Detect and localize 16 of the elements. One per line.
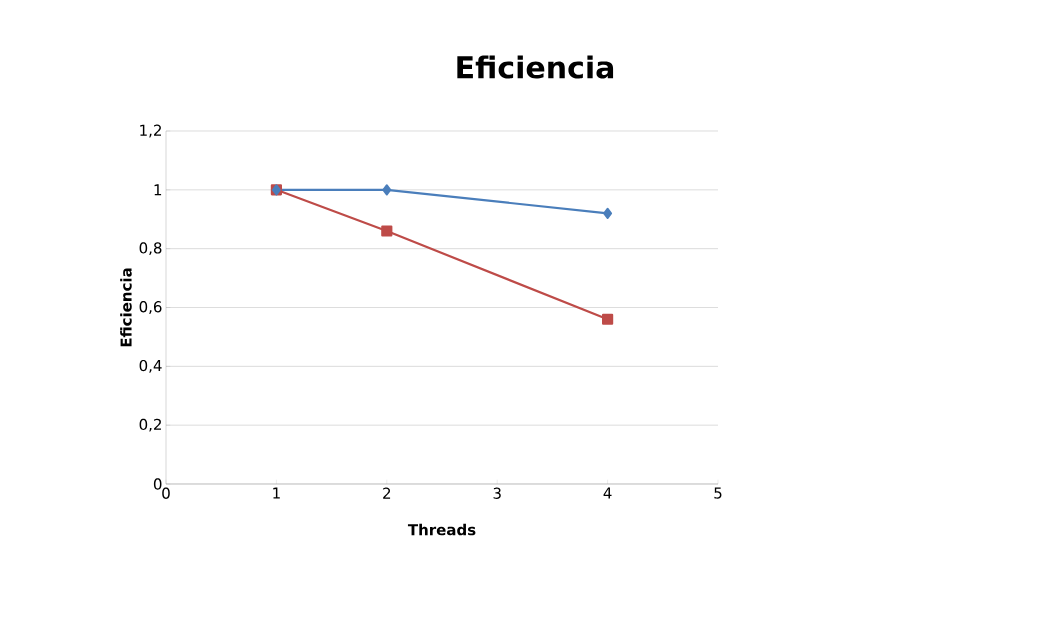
x-axis-title: Threads xyxy=(407,523,476,536)
x-tick-label: 1 xyxy=(273,487,280,499)
y-tick-label: 0,8 xyxy=(139,242,162,256)
y-tick-label: 0,6 xyxy=(139,301,162,314)
x-tick-label: 2 xyxy=(383,487,391,499)
y-tick-label: 1,2 xyxy=(140,124,161,138)
x-tick-label: 4 xyxy=(603,487,612,499)
y-tick-label: 0 xyxy=(153,478,162,490)
y-tick-label: 0,2 xyxy=(139,418,161,432)
y-tick-label: 0,4 xyxy=(139,359,162,373)
y-tick-label: 1 xyxy=(154,184,162,196)
x-tick-label: 5 xyxy=(714,487,722,499)
chart-title: Eficiencia xyxy=(457,55,614,79)
y-axis-title: Eficiencia xyxy=(120,268,132,347)
x-tick-label: 3 xyxy=(493,487,501,499)
x-tick-label: 0 xyxy=(162,487,170,499)
